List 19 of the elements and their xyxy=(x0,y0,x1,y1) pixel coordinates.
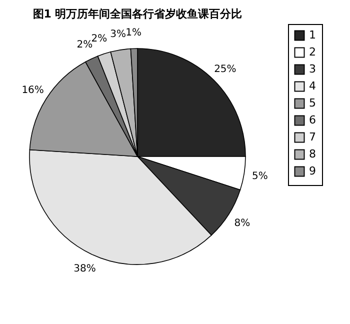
legend-label: 7 xyxy=(309,130,316,144)
legend-label: 9 xyxy=(309,164,316,178)
data-label: 2% xyxy=(91,34,108,45)
legend-label: 6 xyxy=(309,114,316,126)
legend-label: 1 xyxy=(309,28,316,42)
legend-label: 4 xyxy=(309,80,316,92)
data-label: 38% xyxy=(74,264,96,275)
data-label: 16% xyxy=(22,85,44,96)
data-label: 25% xyxy=(214,64,236,75)
data-label: 1% xyxy=(126,28,142,39)
data-label: 2% xyxy=(76,39,93,50)
legend-label: 8 xyxy=(309,148,316,160)
legend-label: 2 xyxy=(309,46,316,58)
legend-label: 5 xyxy=(309,96,316,110)
legend-label: 3 xyxy=(309,62,316,76)
data-label: 8% xyxy=(234,218,250,229)
data-label: 5% xyxy=(252,170,268,182)
data-label: 3% xyxy=(110,29,126,40)
chart-title: 图1 明万历年间全国各行省岁收鱼课百分比 xyxy=(32,8,242,20)
